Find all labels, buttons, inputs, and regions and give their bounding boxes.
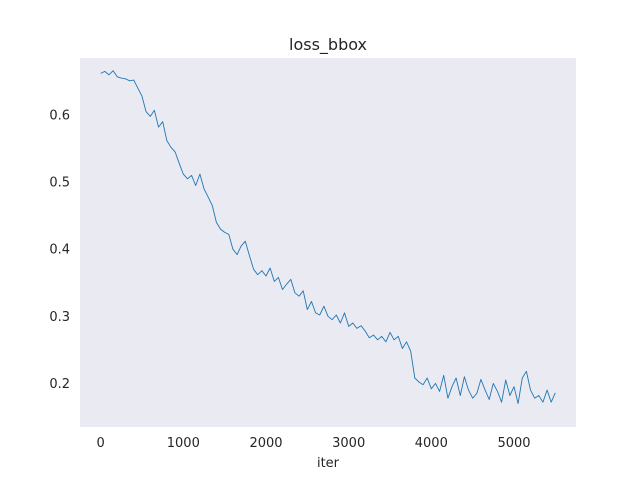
x-tick-label: 3000 <box>332 436 365 451</box>
chart-title: loss_bbox <box>289 35 367 55</box>
y-tick-label: 0.2 <box>49 377 70 392</box>
x-tick-label: 4000 <box>415 436 448 451</box>
x-tick-labels: 0 1000 2000 3000 4000 5000 <box>97 436 531 451</box>
y-tick-label: 0.6 <box>49 109 70 124</box>
plot-area <box>80 58 576 427</box>
series-line <box>100 70 556 404</box>
x-tick-label: 0 <box>97 436 105 451</box>
x-tick-label: 5000 <box>497 436 530 451</box>
y-tick-labels: 0.2 0.3 0.4 0.5 0.6 <box>49 109 70 392</box>
x-axis-label: iter <box>317 456 340 471</box>
y-tick-label: 0.3 <box>49 310 70 325</box>
x-tick-label: 1000 <box>167 436 200 451</box>
y-tick-label: 0.4 <box>49 243 70 258</box>
x-tick-label: 2000 <box>249 436 282 451</box>
y-tick-label: 0.5 <box>49 176 70 191</box>
